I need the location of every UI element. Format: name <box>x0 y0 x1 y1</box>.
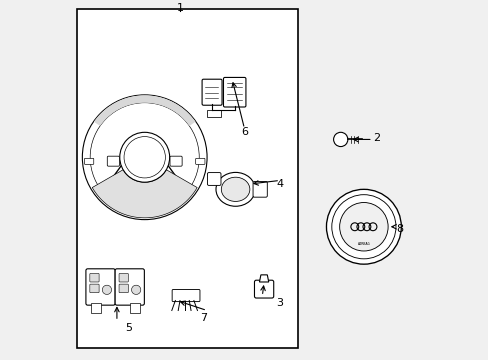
Circle shape <box>339 203 387 251</box>
FancyBboxPatch shape <box>90 284 99 293</box>
FancyBboxPatch shape <box>107 156 119 166</box>
Text: 5: 5 <box>125 323 132 333</box>
FancyBboxPatch shape <box>77 9 297 348</box>
Circle shape <box>333 132 347 147</box>
Circle shape <box>326 189 401 264</box>
Text: 4: 4 <box>276 179 283 189</box>
FancyBboxPatch shape <box>115 269 144 305</box>
FancyBboxPatch shape <box>202 79 222 105</box>
FancyBboxPatch shape <box>130 303 140 313</box>
Circle shape <box>82 95 206 220</box>
FancyBboxPatch shape <box>86 269 115 305</box>
Ellipse shape <box>216 172 255 206</box>
Text: 6: 6 <box>241 127 247 137</box>
Text: 3: 3 <box>276 298 283 309</box>
Ellipse shape <box>221 177 249 202</box>
FancyBboxPatch shape <box>119 274 128 282</box>
FancyBboxPatch shape <box>207 172 221 185</box>
FancyBboxPatch shape <box>223 77 245 107</box>
Polygon shape <box>94 95 195 126</box>
FancyBboxPatch shape <box>172 289 200 302</box>
FancyBboxPatch shape <box>90 303 101 313</box>
FancyBboxPatch shape <box>195 158 204 165</box>
Circle shape <box>120 132 169 182</box>
Circle shape <box>102 285 111 294</box>
Polygon shape <box>259 275 268 282</box>
Text: AIRBAG: AIRBAG <box>357 242 369 246</box>
FancyBboxPatch shape <box>206 110 220 117</box>
Text: 8: 8 <box>395 224 402 234</box>
Circle shape <box>131 285 141 294</box>
FancyBboxPatch shape <box>84 158 94 165</box>
Polygon shape <box>92 170 197 218</box>
FancyBboxPatch shape <box>170 156 182 166</box>
FancyBboxPatch shape <box>119 284 128 293</box>
Text: 2: 2 <box>372 132 379 143</box>
FancyBboxPatch shape <box>252 181 267 197</box>
FancyBboxPatch shape <box>254 280 273 298</box>
FancyBboxPatch shape <box>90 274 99 282</box>
Text: 1: 1 <box>177 3 183 13</box>
Text: 7: 7 <box>200 312 206 323</box>
